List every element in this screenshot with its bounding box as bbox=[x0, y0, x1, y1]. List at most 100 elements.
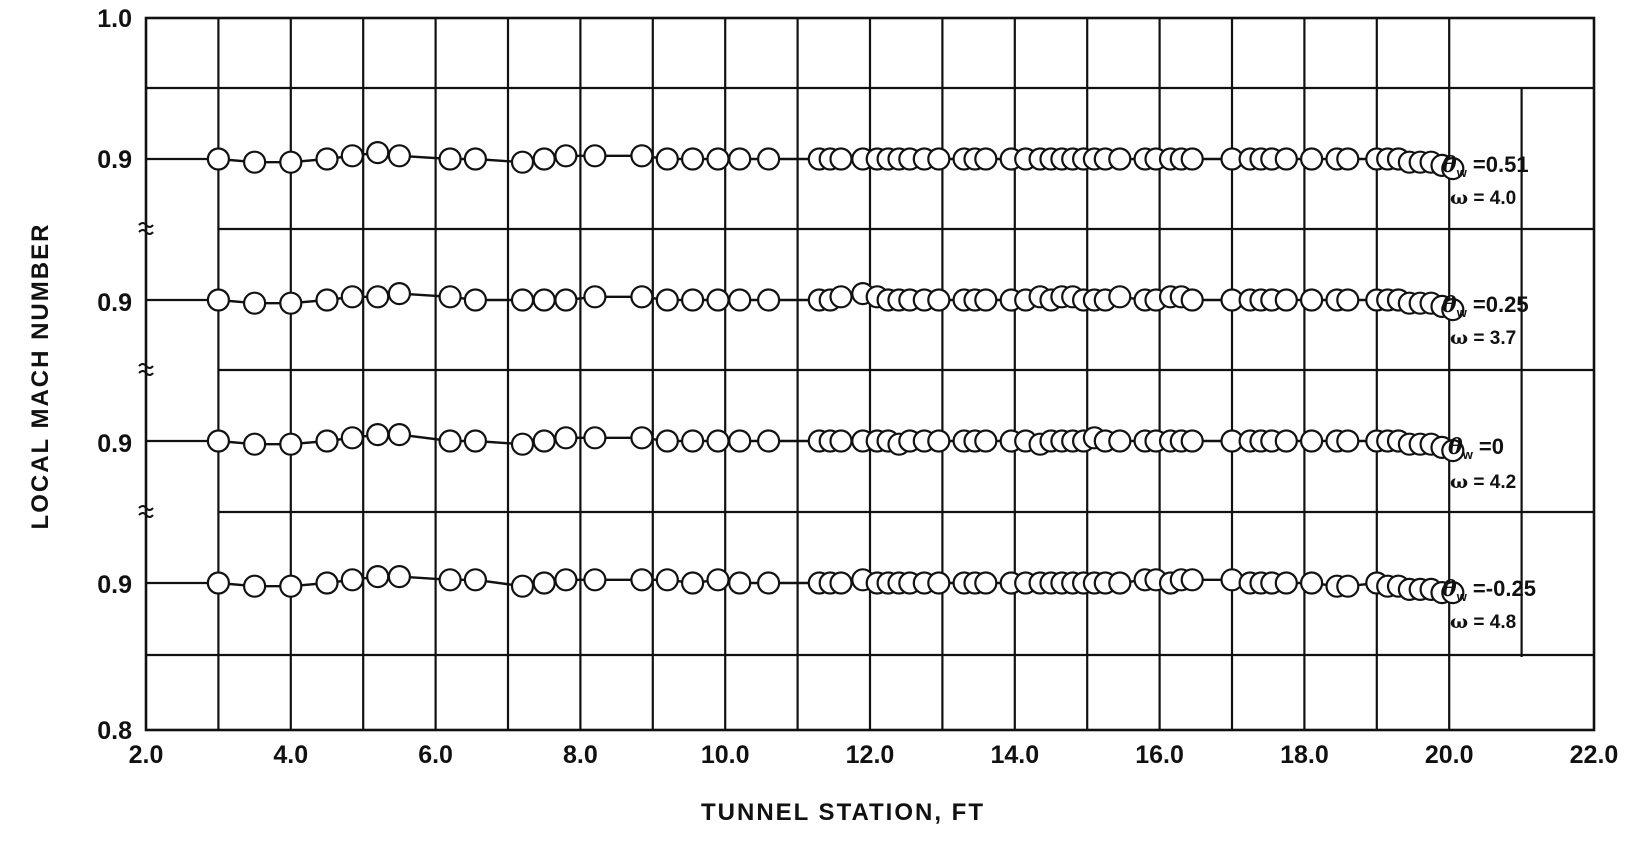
x-axis-title: TUNNEL STATION, FT bbox=[701, 799, 985, 826]
data-point-s1-14 bbox=[630, 144, 654, 168]
data-point-s4-32 bbox=[974, 571, 998, 595]
data-point-s2-4 bbox=[315, 288, 339, 312]
data-point-s2-53 bbox=[1299, 288, 1324, 312]
svg-text:θw =0: θw =0 bbox=[1448, 434, 1504, 462]
data-point-s1-52 bbox=[1274, 147, 1298, 171]
data-point-s2-17 bbox=[706, 288, 730, 312]
data-point-s1-29 bbox=[927, 147, 951, 171]
y-tick-label-4: 0.9 bbox=[97, 430, 132, 458]
data-point-s2-15 bbox=[655, 288, 679, 312]
data-point-s4-9 bbox=[463, 568, 487, 592]
data-point-s3-15 bbox=[655, 429, 679, 453]
data-point-s1-47 bbox=[1180, 147, 1204, 171]
data-point-s3-29 bbox=[927, 429, 951, 453]
data-point-s4-10 bbox=[510, 574, 535, 598]
svg-text:θw =0.51: θw =0.51 bbox=[1442, 152, 1529, 180]
x-tick-labels: 2.0 4.0 6.0 8.0 10.0 12.0 14.0 16.0 18.0 20.0 22.0 bbox=[129, 741, 1619, 769]
annotation-2-omega: 3.7 bbox=[1490, 328, 1516, 349]
svg-text:θw =0.25: θw =0.25 bbox=[1442, 292, 1529, 320]
grid-lines bbox=[146, 18, 1594, 730]
data-point-s4-47 bbox=[1180, 568, 1204, 592]
data-point-s3-55 bbox=[1336, 429, 1360, 453]
data-point-s4-42 bbox=[1108, 571, 1132, 595]
data-point-s2-9 bbox=[463, 288, 487, 312]
data-point-s1-15 bbox=[655, 147, 679, 171]
data-point-s1-12 bbox=[554, 144, 578, 168]
data-point-s3-5 bbox=[340, 426, 364, 450]
data-point-s1-17 bbox=[706, 147, 730, 171]
data-point-s2-32 bbox=[974, 288, 998, 312]
data-point-s3-9 bbox=[463, 429, 487, 453]
annotation-3-omega: 4.2 bbox=[1490, 472, 1516, 493]
data-point-s2-22 bbox=[829, 285, 853, 309]
x-tick-label-5: 10.0 bbox=[701, 741, 750, 769]
axis-break-3 bbox=[138, 505, 154, 518]
data-point-s1-6 bbox=[366, 141, 390, 165]
data-point-s3-11 bbox=[532, 429, 556, 453]
x-tick-label-2: 4.0 bbox=[273, 741, 308, 769]
data-point-s2-55 bbox=[1336, 288, 1360, 312]
data-point-s2-16 bbox=[680, 288, 705, 312]
data-point-s1-18 bbox=[728, 147, 752, 171]
data-point-s3-10 bbox=[510, 432, 535, 456]
data-point-s4-15 bbox=[655, 568, 679, 592]
data-point-s1-1 bbox=[206, 147, 230, 171]
data-point-s2-63 bbox=[1441, 298, 1465, 322]
data-point-s3-18 bbox=[728, 429, 752, 453]
data-point-s4-53 bbox=[1299, 571, 1324, 595]
data-point-s4-5 bbox=[340, 568, 364, 592]
data-point-s1-22 bbox=[829, 147, 853, 171]
data-point-s1-42 bbox=[1108, 147, 1132, 171]
data-point-s1-8 bbox=[438, 147, 462, 171]
data-point-s4-1 bbox=[206, 571, 230, 595]
data-point-s1-32 bbox=[974, 147, 998, 171]
data-point-s1-5 bbox=[340, 144, 364, 168]
data-point-s1-19 bbox=[756, 147, 781, 171]
data-point-s4-22 bbox=[829, 571, 853, 595]
svg-text:θw =-0.25: θw =-0.25 bbox=[1442, 576, 1536, 604]
svg-text:ω = 4.8: ω = 4.8 bbox=[1450, 611, 1516, 633]
data-point-s1-16 bbox=[680, 147, 705, 171]
data-point-s3-42 bbox=[1108, 429, 1132, 453]
data-point-s2-11 bbox=[532, 288, 556, 312]
data-point-s2-1 bbox=[206, 288, 230, 312]
data-point-s4-19 bbox=[756, 571, 781, 595]
data-point-s1-3 bbox=[279, 150, 303, 174]
annotation-3: θw =0 ω = 4.2 bbox=[1448, 434, 1516, 493]
data-point-s3-63 bbox=[1441, 439, 1465, 463]
data-point-s2-52 bbox=[1274, 288, 1298, 312]
data-point-s2-42 bbox=[1108, 285, 1132, 309]
data-point-s4-18 bbox=[728, 571, 752, 595]
data-point-s3-13 bbox=[583, 426, 607, 450]
annotation-1: θw =0.51 ω = 4.0 bbox=[1442, 152, 1529, 209]
x-tick-label-10: 20.0 bbox=[1425, 741, 1474, 769]
data-point-s4-7 bbox=[387, 564, 411, 589]
data-point-s4-63 bbox=[1441, 580, 1465, 605]
data-point-s2-19 bbox=[756, 288, 781, 312]
data-point-s2-8 bbox=[438, 285, 462, 309]
data-point-s1-11 bbox=[532, 147, 556, 171]
data-point-s2-2 bbox=[243, 291, 267, 315]
data-point-s4-17 bbox=[706, 568, 730, 592]
data-point-s4-55 bbox=[1336, 574, 1360, 598]
series-lines bbox=[218, 151, 1454, 594]
data-point-s2-7 bbox=[387, 282, 411, 306]
data-point-s2-12 bbox=[554, 288, 578, 312]
x-tick-label-8: 16.0 bbox=[1135, 741, 1184, 769]
annotation-4-theta: -0.25 bbox=[1486, 576, 1536, 601]
data-point-s4-52 bbox=[1274, 571, 1298, 595]
data-point-s3-14 bbox=[630, 426, 654, 450]
data-point-s1-53 bbox=[1299, 147, 1324, 171]
data-point-s3-7 bbox=[387, 423, 411, 447]
axis-break-marks bbox=[138, 222, 154, 518]
data-point-s3-16 bbox=[680, 429, 705, 453]
y-axis-title: LOCAL MACH NUMBER bbox=[27, 223, 54, 530]
data-point-s2-47 bbox=[1180, 288, 1204, 312]
x-tick-label-6: 12.0 bbox=[846, 741, 895, 769]
data-point-s2-10 bbox=[510, 288, 535, 312]
y-tick-label-6: 0.8 bbox=[97, 717, 132, 745]
data-point-s4-4 bbox=[315, 571, 339, 595]
data-point-s3-12 bbox=[554, 426, 578, 450]
data-point-s4-3 bbox=[279, 574, 303, 598]
